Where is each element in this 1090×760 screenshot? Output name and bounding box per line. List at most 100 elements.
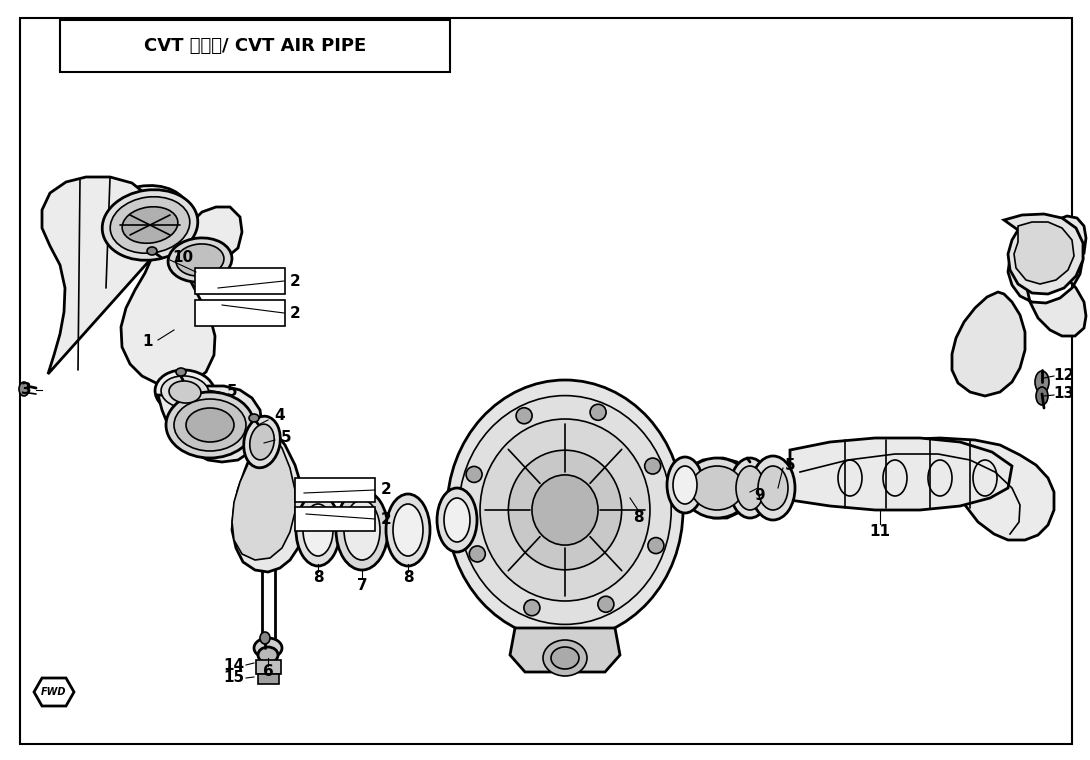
Ellipse shape (516, 408, 532, 424)
Text: 1: 1 (143, 334, 154, 350)
Ellipse shape (249, 414, 259, 422)
Ellipse shape (303, 504, 334, 556)
Ellipse shape (437, 488, 477, 552)
Ellipse shape (261, 632, 270, 644)
Ellipse shape (336, 490, 388, 570)
Ellipse shape (667, 457, 703, 513)
Text: 2: 2 (290, 306, 301, 321)
Polygon shape (510, 628, 620, 672)
Bar (195, 300, 284, 326)
Text: 5: 5 (227, 385, 238, 400)
Polygon shape (1014, 222, 1074, 284)
Text: 3: 3 (21, 382, 32, 397)
Ellipse shape (161, 376, 209, 408)
Ellipse shape (480, 419, 650, 601)
Ellipse shape (1036, 387, 1047, 405)
Ellipse shape (147, 247, 157, 255)
Ellipse shape (19, 382, 29, 396)
Ellipse shape (543, 640, 588, 676)
Ellipse shape (174, 399, 246, 451)
Text: 2: 2 (380, 483, 391, 498)
Bar (295, 507, 375, 531)
Text: 8: 8 (402, 571, 413, 585)
Text: 7: 7 (356, 578, 367, 593)
Ellipse shape (254, 638, 282, 658)
Polygon shape (158, 386, 262, 462)
Text: 5: 5 (785, 458, 796, 473)
Ellipse shape (155, 370, 215, 414)
Ellipse shape (169, 381, 201, 403)
Ellipse shape (647, 537, 664, 553)
Polygon shape (232, 432, 295, 560)
Text: 13: 13 (1053, 387, 1075, 401)
Ellipse shape (459, 396, 671, 625)
Ellipse shape (166, 392, 254, 458)
Ellipse shape (122, 207, 178, 243)
Text: 9: 9 (754, 487, 765, 502)
Text: CVT 通气管/ CVT AIR PIPE: CVT 通气管/ CVT AIR PIPE (144, 37, 366, 55)
Ellipse shape (691, 466, 743, 510)
Ellipse shape (730, 458, 770, 518)
Polygon shape (790, 438, 1012, 510)
Ellipse shape (110, 197, 190, 253)
Ellipse shape (532, 475, 598, 545)
Polygon shape (681, 458, 750, 518)
Bar (258, 674, 279, 684)
Ellipse shape (175, 368, 186, 376)
Ellipse shape (393, 504, 423, 556)
Ellipse shape (598, 597, 614, 613)
Bar (60, 20, 450, 72)
Ellipse shape (250, 424, 275, 460)
Ellipse shape (644, 458, 661, 474)
Ellipse shape (177, 244, 223, 276)
Ellipse shape (447, 380, 683, 640)
Polygon shape (952, 292, 1025, 396)
Bar (195, 268, 284, 294)
Ellipse shape (244, 416, 280, 468)
Ellipse shape (673, 466, 697, 504)
Ellipse shape (683, 458, 751, 518)
Ellipse shape (524, 600, 540, 616)
Ellipse shape (386, 494, 429, 566)
Text: 10: 10 (172, 249, 194, 264)
Ellipse shape (168, 238, 232, 282)
Text: 4: 4 (275, 409, 286, 423)
Ellipse shape (552, 647, 579, 669)
Polygon shape (43, 177, 242, 386)
Ellipse shape (758, 466, 788, 510)
Ellipse shape (107, 192, 183, 243)
Ellipse shape (296, 494, 340, 566)
Ellipse shape (751, 456, 795, 520)
Ellipse shape (470, 546, 485, 562)
Text: 15: 15 (223, 670, 244, 686)
Ellipse shape (1036, 371, 1049, 393)
Bar (256, 660, 281, 674)
Text: 11: 11 (870, 524, 891, 540)
Ellipse shape (508, 450, 621, 570)
Text: FWD: FWD (41, 687, 66, 697)
Ellipse shape (736, 466, 764, 510)
Ellipse shape (344, 500, 380, 560)
Ellipse shape (100, 185, 190, 251)
Polygon shape (34, 678, 74, 706)
Text: 12: 12 (1053, 369, 1075, 384)
Text: 14: 14 (223, 657, 244, 673)
Polygon shape (1004, 214, 1083, 294)
Ellipse shape (186, 408, 234, 442)
Ellipse shape (467, 467, 482, 483)
Ellipse shape (123, 204, 167, 233)
Ellipse shape (102, 190, 197, 260)
Text: 2: 2 (290, 274, 301, 289)
Polygon shape (1008, 216, 1086, 336)
Polygon shape (794, 438, 1054, 540)
Text: 6: 6 (263, 664, 274, 679)
Ellipse shape (444, 498, 470, 542)
Text: 2: 2 (380, 511, 391, 527)
Ellipse shape (590, 404, 606, 420)
Text: 8: 8 (313, 571, 324, 585)
Ellipse shape (258, 647, 278, 663)
Bar (295, 478, 375, 502)
Text: 8: 8 (632, 511, 643, 525)
Polygon shape (232, 420, 305, 572)
Text: 5: 5 (281, 430, 291, 445)
